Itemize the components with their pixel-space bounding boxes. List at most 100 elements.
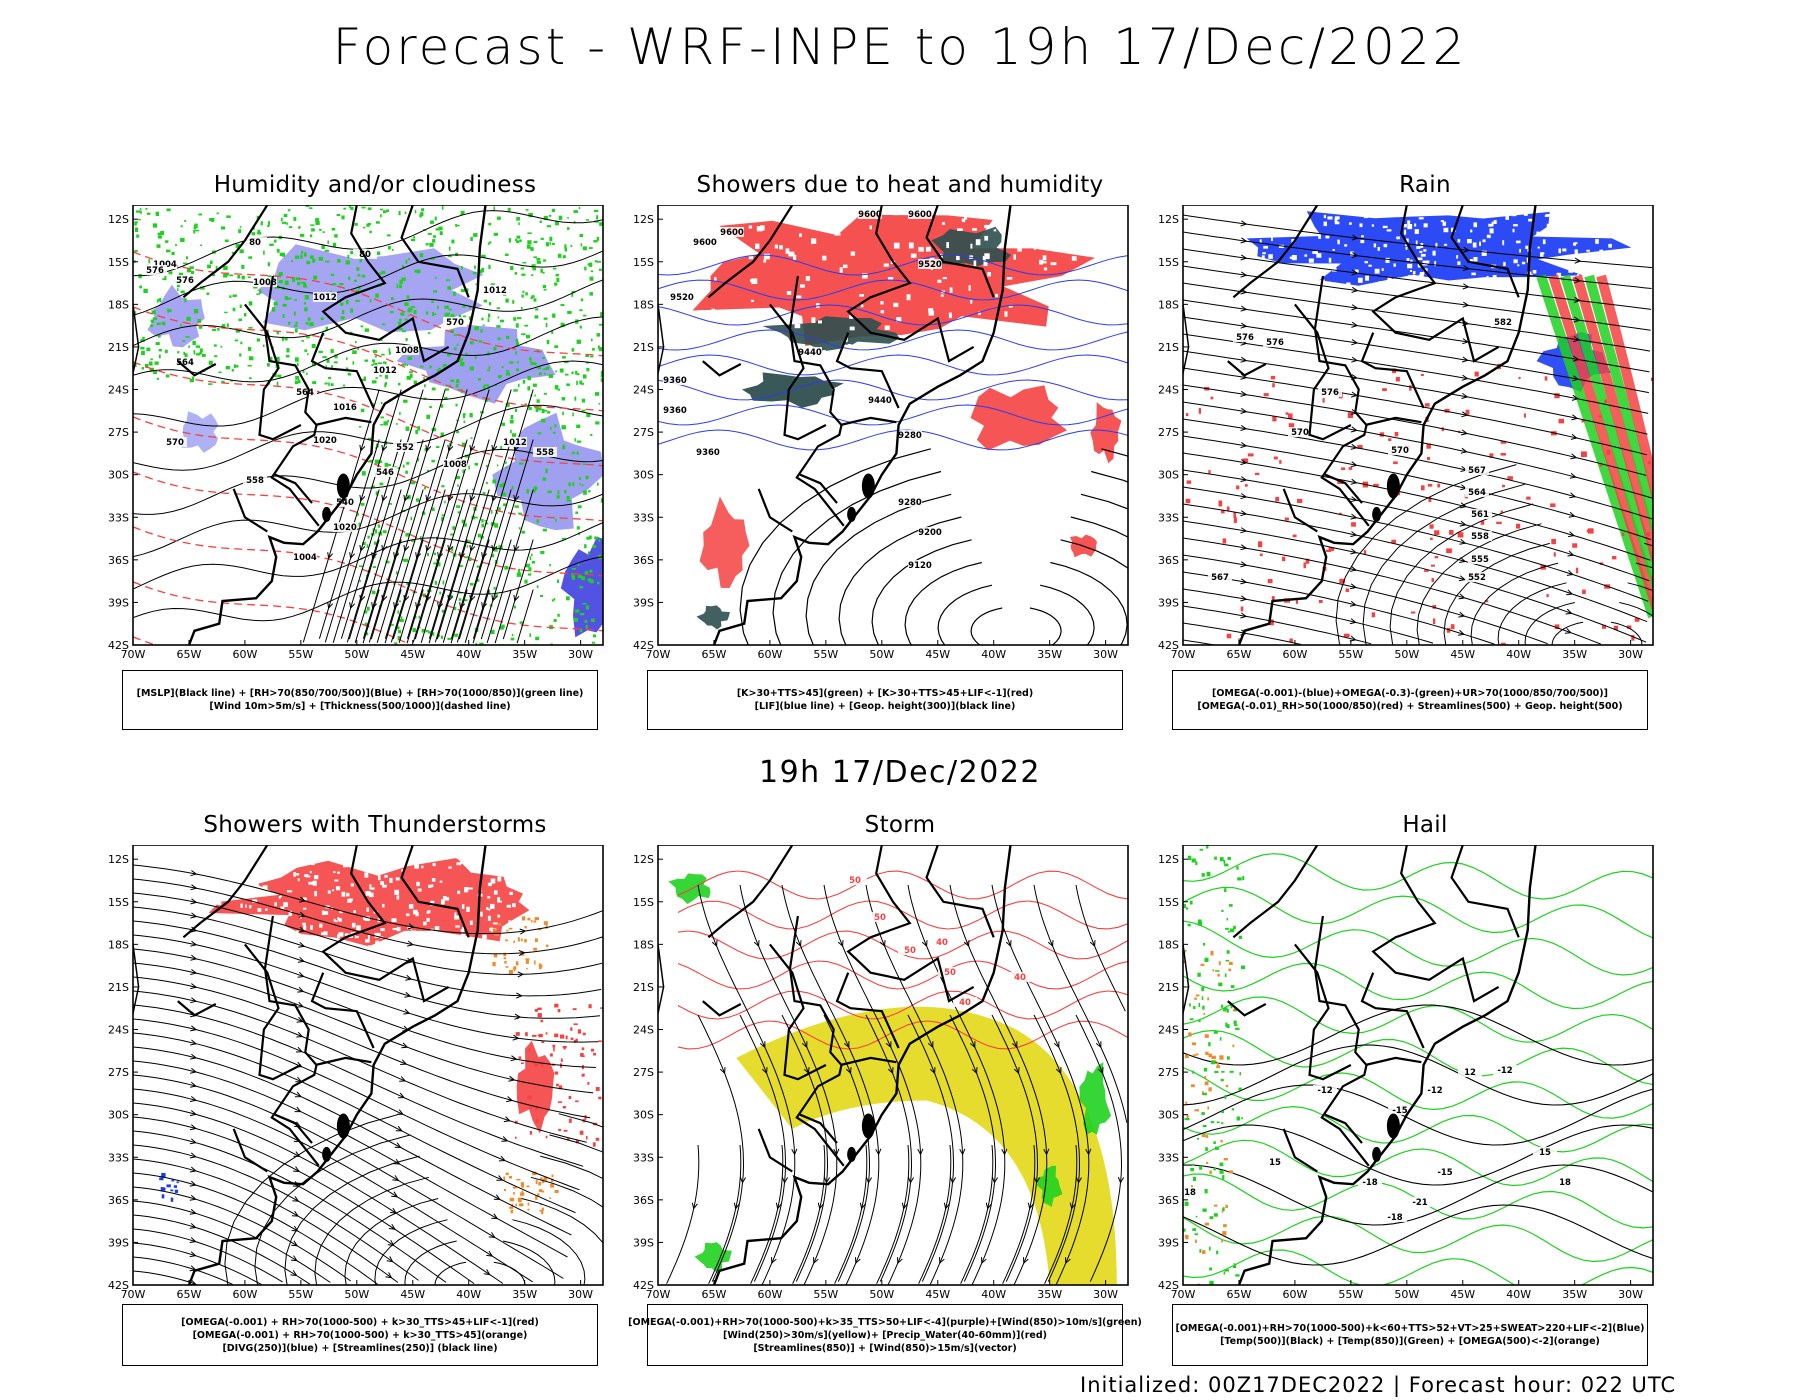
lat-tick-label: 15S xyxy=(108,256,129,269)
lon-tick-label: 65W xyxy=(177,648,202,661)
contour-label: -15 xyxy=(1437,1168,1452,1178)
gaps xyxy=(1184,205,1653,328)
coastline-borders xyxy=(1183,845,1537,1285)
thickness-dashed xyxy=(133,251,603,645)
lon-tick-label: 60W xyxy=(757,648,782,661)
lon-tick-label: 70W xyxy=(646,1288,671,1301)
streamlines-850 xyxy=(666,884,1128,1285)
temp-500-black xyxy=(1183,1004,1653,1266)
legend-line: [OMEGA(-0.001) + RH>70(1000-500) + k>30_… xyxy=(192,1329,528,1341)
panel-title: Humidity and/or cloudiness xyxy=(213,172,537,198)
lat-tick-label: 33S xyxy=(633,1151,654,1164)
contour-label: 576 xyxy=(176,276,194,286)
lon-tick-label: 35W xyxy=(1562,1288,1587,1301)
contour-label: 567 xyxy=(1211,573,1229,583)
contour-label: -18 xyxy=(1362,1178,1377,1188)
contour-labels: 9600 960096009600952095209440944093609360… xyxy=(663,209,942,571)
lon-tick-label: 60W xyxy=(1282,648,1307,661)
legend-line: [LIF](blue line) + [Geop. height(300)](b… xyxy=(754,701,1016,712)
contour-label: 40 xyxy=(1014,973,1026,983)
lat-tick-label: 12S xyxy=(1158,853,1179,866)
panel-title: Hail xyxy=(1402,812,1448,838)
contour-labels: 1004 1008 1012 1012 1008 1012 1016 1020 1012 1008… xyxy=(143,237,557,563)
lat-tick-label: 42S xyxy=(1158,639,1179,652)
lat-tick-label: 18S xyxy=(108,298,129,311)
lat-tick-label: 21S xyxy=(108,341,129,354)
lat-tick-label: 39S xyxy=(633,1236,654,1249)
contour-label: 9280 xyxy=(898,431,922,441)
contour-label: 15 xyxy=(1539,1148,1551,1158)
contour-label: 1020 xyxy=(333,523,357,533)
legend-box: [OMEGA(-0.001) + RH>70(1000-500) + k>30_… xyxy=(122,1304,598,1366)
map-humidity: 1004 1008 1012 1012 1008 1012 1016 1020 1012 1008… xyxy=(95,204,655,669)
lon-tick-label: 30W xyxy=(1618,1288,1643,1301)
lon-tick-label: 70W xyxy=(1171,648,1196,661)
lon-tick-label: 65W xyxy=(702,648,727,661)
green-speckle xyxy=(1183,845,1246,1285)
gaps xyxy=(658,205,1128,361)
contour-label: 18 xyxy=(1559,1178,1571,1188)
lon-tick-label: 50W xyxy=(344,1288,369,1301)
panel-humidity: Humidity and/or cloudiness 1004100810121… xyxy=(95,172,655,732)
contour-label: 9360 xyxy=(663,406,687,416)
contour-label: 1012 xyxy=(483,286,507,296)
contour-label: 15 xyxy=(1269,1158,1281,1168)
lat-tick-label: 36S xyxy=(108,554,129,567)
lon-tick-label: 40W xyxy=(456,1288,481,1301)
lat-tick-label: 33S xyxy=(108,1151,129,1164)
lat-tick-label: 39S xyxy=(108,1236,129,1249)
divg-blue xyxy=(159,1173,179,1202)
lon-tick-label: 40W xyxy=(1506,1288,1531,1301)
lon-tick-label: 45W xyxy=(1450,648,1475,661)
contour-label: 1008 xyxy=(253,278,277,288)
contour-label: 9120 xyxy=(908,561,932,571)
contour-label: -15 xyxy=(1392,1106,1407,1116)
temp-850-green xyxy=(1183,853,1653,1285)
valid-time-title: 19h 17/Dec/2022 xyxy=(758,755,1041,790)
contour-label: 576 xyxy=(1266,338,1284,348)
lat-tick-label: 36S xyxy=(1158,554,1179,567)
panel-title: Showers with Thunderstorms xyxy=(203,812,547,838)
lon-tick-label: 45W xyxy=(400,648,425,661)
panel-title: Rain xyxy=(1399,172,1451,198)
lon-tick-label: 35W xyxy=(1562,648,1587,661)
contour-label: -12 xyxy=(1427,1086,1442,1096)
lat-tick-label: 21S xyxy=(633,341,654,354)
contour-label: 9200 xyxy=(918,528,942,538)
legend-line: [OMEGA(-0.001)+RH>70(1000-500)+k<60+TTS>… xyxy=(1175,1323,1645,1334)
lat-tick-label: 18S xyxy=(1158,938,1179,951)
lon-tick-label: 30W xyxy=(568,648,593,661)
lon-tick-label: 50W xyxy=(1394,648,1419,661)
lon-tick-label: 60W xyxy=(1282,1288,1307,1301)
contour-labels: 582 576 576 576 570 570 567 564 561 558 555 552 567 xyxy=(1208,317,1515,583)
lon-tick-label: 55W xyxy=(288,1288,313,1301)
lat-tick-label: 30S xyxy=(1158,1109,1179,1122)
lat-tick-label: 18S xyxy=(633,298,654,311)
initialization-footer: Initialized: 00Z17DEC2022 | Forecast hou… xyxy=(1080,1373,1677,1397)
lon-tick-label: 55W xyxy=(813,1288,838,1301)
contour-label: 1012 xyxy=(373,366,397,376)
lat-tick-label: 18S xyxy=(1158,298,1179,311)
legend-line: [MSLP](Black line) + [RH>70(850/700/500)… xyxy=(136,688,584,699)
contour-label: 570 xyxy=(1391,446,1409,456)
legend-line: [Streamlines(850)] + [Wind(850)>15m/s](v… xyxy=(753,1342,1017,1354)
contour-label: 40 xyxy=(936,938,948,948)
orange xyxy=(503,1171,559,1215)
contour-label: 9600 xyxy=(908,210,932,220)
lat-tick-label: 30S xyxy=(633,1109,654,1122)
lat-tick-label: 12S xyxy=(633,213,654,226)
coastline-borders xyxy=(133,845,487,1285)
contour-label: 1008 xyxy=(443,460,467,470)
panel-title: Storm xyxy=(864,812,936,838)
lat-tick-label: 15S xyxy=(633,256,654,269)
lon-tick-label: 30W xyxy=(1093,1288,1118,1301)
contour-label: 1012 xyxy=(313,293,337,303)
lat-tick-label: 39S xyxy=(108,596,129,609)
contour-label: 9520 xyxy=(670,293,694,303)
lon-tick-label: 55W xyxy=(813,648,838,661)
lon-tick-label: 45W xyxy=(925,648,950,661)
